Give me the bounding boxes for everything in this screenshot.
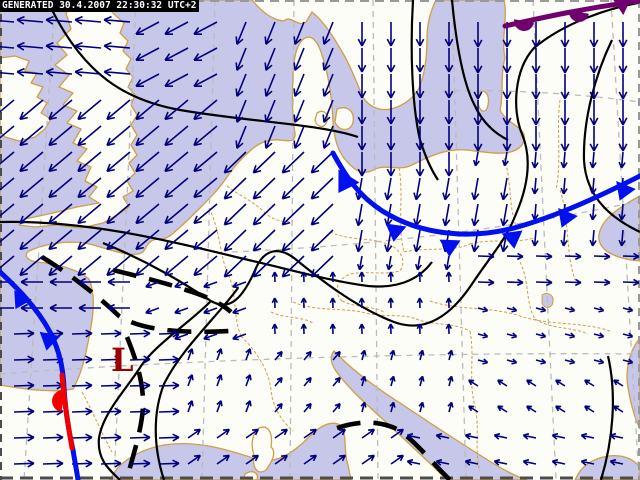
isobar — [210, 1, 639, 327]
island — [251, 426, 275, 473]
island — [334, 107, 354, 131]
isobar — [0, 220, 433, 288]
grid-line — [532, 0, 557, 480]
trough-layer — [40, 255, 452, 480]
cold-front-central — [330, 150, 640, 257]
country-border — [415, 318, 471, 332]
grid-line — [610, 0, 640, 480]
generation-timestamp-label: GENERATED 30.4.2007 22:30:32 UTC+2 — [0, 0, 200, 12]
isobar — [450, 0, 509, 141]
country-border — [270, 311, 314, 324]
grid-line — [23, 0, 56, 480]
country-border — [403, 243, 471, 253]
front-triangle-marker — [501, 230, 523, 249]
island — [314, 110, 329, 128]
country-border — [534, 318, 589, 335]
isobar — [582, 39, 640, 233]
cold-front-line — [330, 150, 640, 237]
wind-arrow-layer — [0, 15, 640, 468]
grid-line — [289, 0, 295, 480]
front-semicircle-marker — [52, 390, 65, 412]
country-border — [555, 99, 561, 191]
trough-line — [112, 267, 233, 314]
warm-front-west — [52, 372, 75, 451]
trough-line — [40, 255, 230, 335]
country-border — [240, 335, 294, 432]
grid-line — [451, 0, 467, 480]
occluded-front-northeast — [502, 0, 640, 32]
isobar — [410, 0, 439, 181]
front-triangle-marker — [613, 0, 631, 16]
front-triangle-marker — [338, 169, 360, 193]
country-border — [398, 167, 405, 253]
wind-vectors — [0, 15, 640, 468]
grid-line — [0, 353, 640, 375]
isobar — [51, 9, 359, 139]
country-border — [81, 391, 113, 453]
front-triangle-marker — [39, 331, 61, 351]
trough-line — [124, 336, 146, 472]
country-border — [429, 300, 611, 332]
isobar — [599, 355, 614, 480]
grid-line — [372, 0, 379, 480]
island — [0, 55, 52, 142]
front-triangle-marker — [14, 290, 32, 310]
front-semicircle-marker — [514, 19, 534, 32]
warm-front-line — [59, 372, 75, 451]
front-triangle-marker — [616, 181, 636, 201]
trough-line — [336, 420, 452, 480]
front-triangle-marker — [439, 239, 461, 257]
country-border — [292, 301, 417, 320]
isobar — [154, 287, 239, 480]
front-triangle-marker — [385, 223, 407, 242]
country-border — [519, 261, 536, 320]
front-semicircle-marker — [569, 10, 589, 23]
front-triangle-marker — [558, 208, 578, 228]
grid-line — [201, 0, 216, 480]
low-pressure-symbol: L — [111, 341, 134, 379]
island — [477, 90, 490, 112]
country-border — [469, 330, 481, 472]
country-border — [559, 189, 576, 281]
